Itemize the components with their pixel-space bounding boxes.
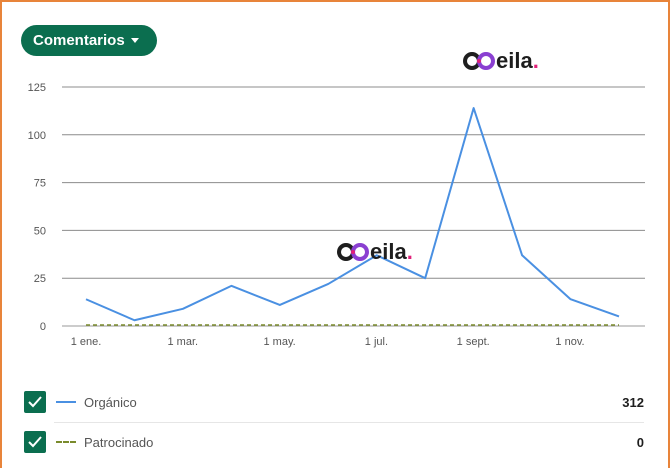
- eila-logo-icon: [337, 243, 369, 261]
- y-tick-label: 25: [34, 273, 46, 285]
- legend-item-organic: Orgánico 312: [24, 390, 644, 414]
- sponsored-checkbox[interactable]: [24, 431, 46, 453]
- watermark-text: eila: [496, 48, 533, 73]
- line-chart: 0 25 50 75 100 125 1 ene. 1 mar. 1 may. 1 jul. 1 s…: [28, 82, 645, 348]
- y-tick-label: 100: [28, 130, 46, 142]
- legend-value: 0: [636, 434, 644, 450]
- x-tick-label: 1 ene.: [71, 336, 102, 348]
- y-tick-label: 125: [28, 82, 46, 94]
- legend-value: 312: [622, 394, 644, 410]
- organic-checkbox[interactable]: [24, 391, 46, 413]
- watermark-logo: eila.: [336, 239, 413, 265]
- eila-logo-icon: [463, 52, 495, 70]
- y-tick-label: 0: [40, 321, 46, 333]
- metric-dropdown[interactable]: Comentarios: [21, 25, 157, 56]
- y-tick-label: 75: [34, 178, 46, 190]
- watermark-text: eila: [370, 239, 407, 264]
- metric-dropdown-label: Comentarios: [33, 32, 125, 49]
- legend-label: Orgánico: [84, 394, 137, 410]
- sponsored-line-swatch: [56, 441, 76, 443]
- checkmark-icon: [28, 436, 42, 448]
- x-tick-label: 1 nov.: [555, 336, 584, 348]
- checkmark-icon: [28, 396, 42, 408]
- watermark-dot: .: [406, 239, 413, 264]
- y-tick-label: 50: [34, 225, 46, 237]
- legend-label: Patrocinado: [84, 434, 154, 450]
- caret-down-icon: [130, 38, 139, 43]
- legend-item-sponsored: Patrocinado 0: [24, 430, 644, 454]
- x-tick-label: 1 jul.: [365, 336, 388, 348]
- watermark-logo: eila.: [462, 48, 539, 74]
- x-tick-label: 1 mar.: [168, 336, 199, 348]
- x-tick-label: 1 sept.: [457, 336, 490, 348]
- organic-line-swatch: [56, 401, 76, 403]
- watermark-dot: .: [532, 48, 539, 73]
- organic-series-line: [85, 107, 620, 322]
- legend-divider: [54, 422, 644, 423]
- x-tick-label: 1 may.: [263, 336, 295, 348]
